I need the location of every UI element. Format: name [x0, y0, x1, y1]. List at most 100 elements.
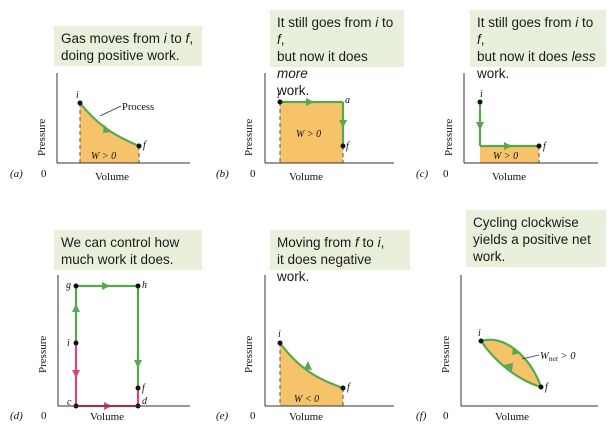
curve-e [279, 342, 344, 390]
point-d-f: f [142, 383, 146, 394]
note-a: Gas moves from i to f, doing positive wor… [54, 26, 202, 66]
arrow-b-1 [306, 98, 314, 106]
panel-d: We can control how much work it does. g h… [0, 220, 204, 440]
point-e-f: f [347, 382, 351, 393]
note-b: It still goes from i to f, but now it doe… [270, 10, 404, 98]
arrow-e [304, 361, 312, 370]
dot-e-i [277, 340, 283, 346]
xlabel-d: Volume [90, 411, 124, 423]
dot-d-g [73, 283, 79, 289]
dot-f-f [538, 384, 544, 390]
point-d-g: g [66, 280, 71, 291]
arrow-c-2 [504, 142, 512, 150]
leader-f [521, 354, 540, 360]
ylabel-f: Pressure [440, 336, 452, 373]
origin-a: 0 [41, 168, 47, 180]
tag-b: (b) [216, 168, 229, 180]
chart-d: g h i f c d Pressure Volume 0 (d) [10, 275, 190, 423]
dot-b-i [277, 99, 283, 105]
dot-c-i [477, 99, 483, 105]
work-f-w: W [540, 351, 550, 362]
dot-c-f [536, 143, 542, 149]
arrow-f-lower [504, 363, 513, 371]
xlabel-c: Volume [492, 171, 526, 183]
origin-c: 0 [443, 168, 449, 180]
dot-b-f [340, 143, 346, 149]
dot-a-i [77, 100, 83, 106]
work-f-sub: net [549, 354, 559, 363]
point-f-i: i [478, 328, 481, 339]
xlabel-f: Volume [495, 411, 529, 423]
chart-a: Process i f W > 0 Pressure Volume 0 (a) [10, 73, 190, 183]
dot-d-f [135, 385, 141, 391]
loop-f [479, 338, 543, 389]
panel-c: It still goes from i to f, but now it doe… [408, 0, 612, 220]
work-c: W > 0 [493, 151, 518, 162]
note-f-line-1: Cycling clockwise [473, 215, 579, 230]
tag-e: (e) [216, 410, 229, 422]
tag-a: (a) [10, 168, 23, 180]
ylabel-a: Pressure [36, 119, 48, 156]
point-b-f: f [346, 141, 350, 152]
note-a-f: f [185, 31, 190, 46]
arrow-d-gh [102, 282, 110, 290]
note-d: We can control how much work it does. [54, 230, 202, 270]
origin-b: 0 [250, 168, 256, 180]
leader-a [99, 105, 122, 117]
xlabel-b: Volume [289, 171, 323, 183]
dot-f-i [478, 338, 484, 344]
work-a: W > 0 [91, 151, 116, 162]
ylabel-b: Pressure [243, 119, 255, 156]
tag-f: (f) [416, 410, 427, 422]
arrow-b-2 [339, 120, 347, 128]
origin-d: 0 [41, 410, 47, 422]
origin-e: 0 [250, 410, 256, 422]
note-b-more: more [277, 66, 308, 81]
chart-b: i a f W > 0 Pressure Volume 0 (b) [216, 73, 394, 183]
note-d-line-1: We can control how [61, 235, 180, 250]
path-d-igh-f [74, 284, 140, 388]
note-a-i: i [163, 31, 167, 46]
arrow-c-1 [476, 122, 484, 130]
tag-d: (d) [10, 410, 23, 422]
point-b-i: i [277, 90, 280, 101]
arrow-a [103, 125, 112, 133]
point-f-f: f [545, 382, 549, 393]
chart-e: i f W < 0 Pressure Volume 0 (e) [216, 275, 394, 423]
arrow-d-g [72, 304, 80, 312]
point-c-i: i [480, 89, 483, 100]
xlabel-e: Volume [289, 411, 323, 423]
panel-f: Cycling clockwise yields a positive net wo… [408, 210, 612, 440]
note-e: Moving from f to i, it does negative work… [270, 230, 410, 284]
area-c [480, 146, 539, 163]
note-c: It still goes from i to f, but now it doe… [470, 10, 606, 81]
note-c-i: i [575, 15, 579, 30]
point-c-f: f [543, 141, 547, 152]
note-b-f: f [277, 32, 281, 47]
chart-f: Wnet > 0 i f Pressure Volume 0 (f) [416, 275, 598, 423]
note-b-i: i [375, 15, 379, 30]
tag-c: (c) [416, 168, 429, 180]
dot-a-f [136, 143, 142, 149]
note-e-i: i [377, 235, 381, 250]
area-b [280, 102, 343, 163]
point-d-h: h [142, 280, 147, 291]
arrow-d-hf [134, 360, 142, 368]
path-d-icd-f [74, 343, 140, 408]
note-e-f: f [355, 235, 359, 250]
note-f-line-3: work. [473, 249, 506, 264]
panel-e: Moving from f to i, it does negative work… [204, 220, 410, 440]
note-c-f: f [477, 32, 481, 47]
ylabel-d: Pressure [37, 336, 49, 373]
note-c-less: less [571, 49, 596, 64]
point-d-i: i [67, 338, 70, 349]
arrow-f-upper [512, 347, 521, 355]
work-e: W < 0 [294, 394, 319, 405]
work-f: Wnet > 0 [540, 351, 576, 363]
arrow-d-ic [72, 370, 80, 378]
dot-e-f [340, 385, 346, 391]
chart-c: i f W > 0 Pressure Volume 0 (c) [416, 73, 598, 183]
ylabel-c: Pressure [443, 119, 455, 156]
ylabel-e: Pressure [243, 336, 255, 373]
note-f: Cycling clockwise yields a positive net wo… [466, 210, 606, 267]
